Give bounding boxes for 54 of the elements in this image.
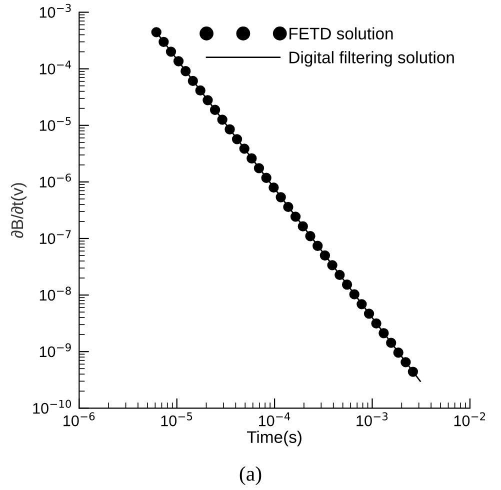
y-tick-label: 10$^{−6}$ bbox=[40, 174, 71, 188]
point bbox=[320, 250, 330, 261]
point bbox=[364, 308, 374, 319]
x-tick-label: 10$^{−3}$ bbox=[356, 412, 388, 426]
y-tick-label: 10$^{−5}$ bbox=[40, 117, 71, 131]
point bbox=[327, 260, 338, 270]
point bbox=[151, 27, 162, 38]
point bbox=[166, 46, 176, 57]
point bbox=[188, 76, 198, 86]
y-tick-label: 10$^{−4}$ bbox=[40, 60, 72, 74]
point bbox=[261, 172, 272, 183]
point bbox=[408, 366, 418, 377]
point bbox=[386, 338, 396, 348]
point bbox=[356, 299, 367, 310]
y-tick-label: 10$^{−7}$ bbox=[40, 230, 71, 244]
point bbox=[342, 280, 352, 290]
point bbox=[312, 240, 323, 251]
x-tick-label: 10$^{−6}$ bbox=[64, 412, 95, 426]
x-tick-label: 10$^{−5}$ bbox=[161, 412, 192, 426]
point bbox=[210, 104, 220, 115]
y-tick-label: 10$^{−8}$ bbox=[40, 286, 71, 301]
point bbox=[246, 153, 257, 164]
text: (a) bbox=[240, 466, 262, 486]
point bbox=[254, 163, 264, 174]
y-tick-label: 10$^{−9}$ bbox=[40, 343, 71, 358]
point bbox=[195, 85, 206, 96]
point bbox=[268, 182, 279, 193]
point bbox=[217, 114, 228, 125]
point bbox=[283, 202, 294, 212]
y-tick-label: 10$^{−10}$ bbox=[33, 400, 72, 414]
point bbox=[158, 36, 169, 47]
point bbox=[378, 328, 389, 338]
point bbox=[305, 231, 316, 242]
point bbox=[290, 212, 301, 222]
y-axis-title: ∂B/∂t(v) bbox=[10, 183, 26, 238]
point bbox=[400, 357, 411, 368]
point bbox=[202, 95, 213, 106]
point bbox=[393, 348, 404, 358]
point bbox=[276, 192, 286, 202]
legend-label: Digital filtering solution bbox=[290, 51, 454, 67]
point bbox=[349, 289, 360, 300]
y-tick-label: 10$^{−3}$ bbox=[40, 4, 71, 18]
point bbox=[239, 144, 250, 154]
point bbox=[173, 56, 184, 66]
x-tick-label: 10$^{−2}$ bbox=[454, 412, 486, 426]
point bbox=[371, 318, 382, 329]
point bbox=[224, 124, 235, 134]
point bbox=[180, 66, 191, 76]
point bbox=[334, 270, 345, 280]
x-tick-label: 10$^{−4}$ bbox=[258, 412, 290, 426]
point bbox=[298, 221, 308, 232]
legend-label: FETD solution bbox=[290, 27, 393, 40]
x-axis-title: Time(s) bbox=[247, 430, 302, 446]
point bbox=[232, 134, 242, 144]
